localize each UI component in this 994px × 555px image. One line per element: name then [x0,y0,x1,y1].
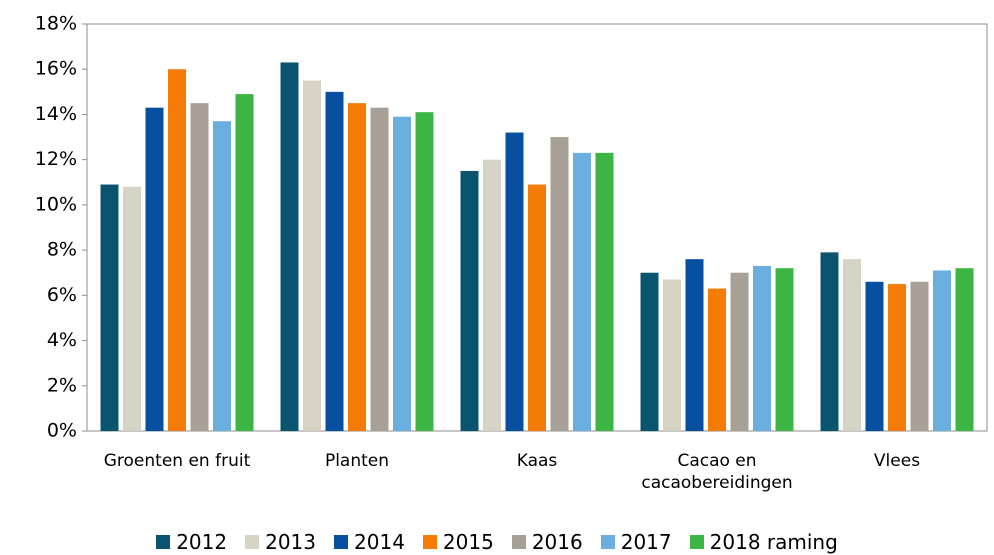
legend-label: 2013 [265,530,317,554]
bar [280,62,299,431]
bar [595,152,614,431]
legend-swatch [156,535,171,549]
y-tick-label: 10% [35,193,77,215]
bar [550,137,569,432]
bar [910,281,929,431]
bar [100,184,119,431]
bar [865,281,884,431]
legend-label: 2017 [620,530,672,554]
bar [370,107,389,432]
bar [753,265,771,431]
bar [415,112,434,431]
legend-label: 2016 [531,530,583,554]
bar [933,270,951,431]
bar [303,80,321,432]
legend-label: 2018 raming [709,530,838,554]
legend-item: 2012 [156,530,227,554]
bar [505,132,524,432]
bar [235,94,254,431]
y-tick-label: 4% [47,329,77,351]
bar [393,116,411,431]
legend-label: 2014 [354,530,405,554]
legend-label: 2012 [176,530,228,554]
legend-swatch [511,535,526,549]
x-tick-label: Planten [324,451,390,471]
legend-swatch [334,535,349,549]
legend-swatch [600,535,615,549]
bar [528,184,546,431]
bar [145,107,164,432]
bar [955,268,974,431]
x-tick-label: Cacao en cacaobereidingen [641,451,793,493]
x-tick-label: Groenten en fruit [103,451,251,471]
bar [685,259,704,431]
bar [460,170,479,431]
y-tick-label: 6% [47,284,77,306]
y-tick-label: 12% [35,148,77,170]
legend-swatch [422,535,437,549]
bar [573,152,591,431]
legend-item: 2016 [511,530,583,554]
bar [168,69,186,431]
bar [888,284,906,431]
bar [820,252,839,431]
bar [123,186,141,431]
legend-swatch [245,535,260,549]
legend-item: 2017 [600,530,672,554]
y-tick-label: 16% [35,58,77,80]
y-tick-label: 18% [35,13,77,35]
bar [325,91,344,431]
x-tick-label: Kaas [516,451,558,471]
legend-item: 2014 [334,530,405,554]
y-tick-label: 2% [47,374,77,396]
y-tick-label: 14% [35,103,77,125]
bar [708,288,726,431]
legend: 2012 2013 2014 2015 2016 2017 2018 raming [0,530,994,554]
bar [640,272,659,431]
bar [730,272,749,431]
bar [775,268,794,431]
bar [348,103,366,431]
legend-swatch [689,535,704,549]
legend-label: 2015 [442,530,494,554]
legend-item: 2018 raming [689,530,838,554]
bar [483,159,501,431]
y-tick-label: 8% [47,239,77,261]
bar [190,103,209,431]
legend-item: 2013 [245,530,316,554]
bar [213,121,231,431]
bar [843,259,861,431]
bar [663,279,681,431]
y-tick-label: 0% [47,420,77,442]
x-tick-label: Vlees [873,451,921,471]
legend-item: 2015 [422,530,494,554]
